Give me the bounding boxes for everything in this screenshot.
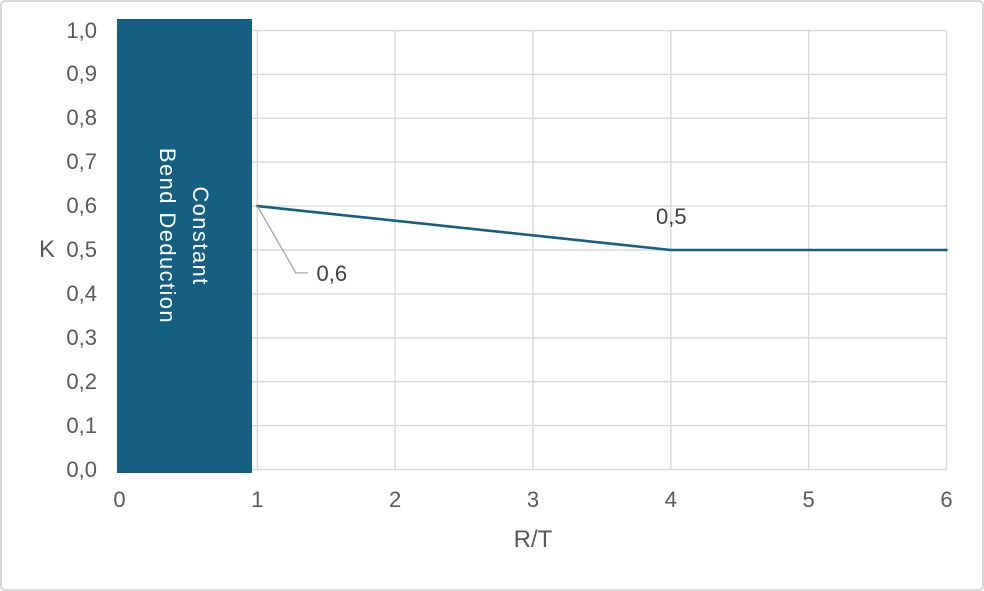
annotation-label: Constant Bend Deduction: [155, 147, 214, 324]
y-tick-label-0,7: 0,7: [66, 149, 97, 175]
y-tick-label-0,1: 0,1: [66, 412, 97, 438]
y-tick-label-0,8: 0,8: [66, 105, 97, 131]
x-tick-label-5: 5: [802, 487, 815, 512]
x-tick-label-2: 2: [389, 487, 402, 512]
y-tick-label-0,9: 0,9: [66, 61, 97, 87]
data-label-0,5: 0,5: [656, 203, 687, 229]
x-tick-label-0: 0: [113, 487, 126, 512]
x-axis-title: R/T: [513, 526, 553, 553]
y-tick-label-1,0: 1,0: [66, 17, 97, 43]
x-tick-label-4: 4: [664, 487, 677, 512]
series-K-factor: [256, 204, 948, 252]
y-tick-label-0,0: 0,0: [66, 456, 97, 482]
constant-bend-deduction-region: Constant Bend Deduction: [116, 18, 252, 473]
x-tick-label-3: 3: [526, 487, 540, 512]
y-tick-label-0,6: 0,6: [66, 193, 97, 219]
data-label-0,6: 0,6: [316, 260, 348, 286]
leader-line-0,6: [256, 205, 308, 274]
x-tick-label-6: 6: [940, 487, 953, 512]
y-tick-label-0,2: 0,2: [66, 368, 97, 394]
x-tick-label-1: 1: [251, 487, 264, 512]
series-line: [256, 204, 948, 252]
y-tick-label-0,5: 0,5: [66, 237, 97, 262]
y-tick-label-0,4: 0,4: [66, 280, 97, 306]
data-label-leader-line: [256, 205, 308, 274]
y-axis-title: K: [38, 236, 55, 263]
y-tick-label-0,3: 0,3: [66, 324, 97, 350]
